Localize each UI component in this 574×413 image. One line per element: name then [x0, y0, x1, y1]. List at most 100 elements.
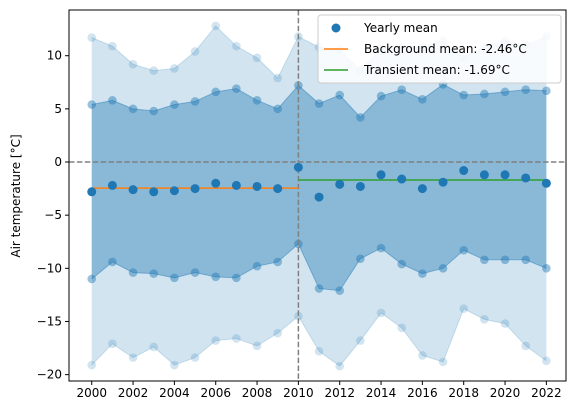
outer-upper-marker	[87, 33, 97, 42]
inner-lower-marker	[170, 273, 179, 283]
inner-upper-marker	[356, 113, 365, 122]
outer-lower-marker	[294, 311, 303, 321]
outer-lower-marker	[314, 346, 324, 356]
y-tick-label: 10	[47, 49, 62, 63]
inner-upper-marker	[108, 96, 117, 105]
inner-lower-marker	[232, 273, 241, 283]
outer-upper-marker	[128, 59, 138, 69]
inner-upper-marker	[376, 91, 386, 101]
inner-upper-marker	[542, 86, 551, 96]
outer-upper-marker	[149, 66, 159, 75]
yearly-mean-point	[376, 170, 386, 180]
inner-upper-marker	[314, 99, 324, 108]
legend-label: Yearly mean	[363, 21, 438, 35]
legend: Yearly mean Background mean: -2.46°C Trans…	[317, 14, 562, 84]
x-tick-label: 2022	[531, 386, 562, 400]
inner-upper-marker	[87, 100, 97, 109]
yearly-mean-point	[273, 184, 283, 194]
yearly-mean-point	[479, 170, 489, 180]
x-tick-label: 2010	[283, 386, 314, 400]
inner-upper-edge-line	[91, 83, 547, 119]
yearly-mean-point	[149, 187, 159, 197]
outer-lower-marker	[252, 341, 262, 351]
inner-upper-marker	[232, 84, 241, 93]
yearly-mean-point	[438, 177, 448, 187]
inner-lower-marker	[542, 264, 551, 273]
outer-upper-marker	[273, 73, 283, 83]
inner-lower-marker	[356, 254, 365, 264]
yearly-mean-point	[190, 184, 200, 194]
inner-lower-marker	[397, 259, 407, 269]
outer-upper-marker	[252, 53, 262, 63]
outer-upper-marker	[232, 41, 241, 51]
x-tick-label: 2018	[448, 386, 479, 400]
outer-lower-marker	[356, 336, 365, 345]
outer-lower-marker	[335, 361, 345, 371]
inner-range-band	[91, 84, 547, 291]
outer-lower-marker	[108, 339, 117, 349]
inner-lower-marker	[314, 284, 324, 293]
yearly-mean-point	[521, 173, 531, 183]
legend-box	[317, 14, 562, 84]
inner-lower-marker	[376, 243, 386, 253]
yearly-mean-point	[293, 162, 303, 172]
yearly-mean-point	[314, 192, 324, 202]
x-tick-label: 2020	[490, 386, 521, 400]
legend-marker	[331, 23, 341, 33]
yearly-mean-point	[169, 186, 179, 196]
x-tick-label: 2008	[242, 386, 273, 400]
outer-lower-marker	[87, 360, 97, 370]
outer-lower-marker	[397, 323, 407, 333]
x-tick-label: 2014	[366, 386, 397, 400]
yearly-mean-point	[231, 180, 241, 190]
inner-upper-marker	[149, 106, 159, 116]
inner-upper-marker	[397, 85, 407, 95]
inner-upper-marker	[128, 104, 138, 114]
inner-upper-marker	[500, 87, 510, 97]
inner-lower-marker	[87, 274, 97, 284]
y-tick-label: −10	[37, 261, 62, 275]
inner-upper-marker	[252, 96, 262, 105]
inner-upper-marker	[335, 90, 345, 100]
x-tick-label: 2016	[407, 386, 438, 400]
inner-upper-marker	[459, 90, 469, 100]
inner-lower-edge-line	[91, 243, 547, 292]
inner-upper-marker	[273, 104, 283, 114]
outer-lower-marker	[190, 353, 200, 362]
x-tick-label: 2006	[200, 386, 231, 400]
inner-upper-marker	[480, 89, 489, 99]
outer-lower-marker	[500, 319, 510, 328]
yearly-mean-point	[107, 180, 117, 190]
y-tick-label: −20	[37, 368, 62, 382]
yearly-mean-point	[252, 181, 262, 191]
outer-lower-marker	[128, 353, 138, 362]
legend-label: Transient mean: -1.69°C	[363, 63, 510, 77]
outer-lower-marker	[273, 328, 283, 338]
plot-area: 2000 2002 2004 2006 2008 2010 2012 2014 2016 2018…	[37, 9, 567, 400]
inner-lower-marker	[459, 245, 469, 255]
inner-upper-marker	[190, 97, 200, 106]
inner-lower-marker	[252, 261, 262, 271]
y-tick-label: −15	[37, 314, 62, 328]
inner-lower-marker	[190, 268, 200, 277]
x-tick-label: 2002	[118, 386, 149, 400]
outer-lower-marker	[418, 351, 427, 360]
inner-lower-marker	[149, 269, 159, 278]
inner-upper-marker	[211, 87, 221, 97]
inner-lower-marker	[438, 264, 448, 273]
y-tick-label: 0	[54, 155, 62, 169]
inner-upper-marker	[418, 94, 427, 104]
inner-lower-marker	[418, 269, 427, 278]
legend-label: Background mean: -2.46°C	[364, 42, 527, 56]
inner-lower-marker	[500, 255, 510, 265]
outer-upper-marker	[108, 41, 117, 51]
yearly-mean-point	[417, 184, 427, 194]
yearly-mean-point	[211, 178, 221, 188]
inner-lower-marker	[335, 286, 345, 295]
inner-lower-marker	[211, 272, 221, 282]
outer-lower-marker	[170, 360, 179, 370]
y-tick-label: −5	[44, 208, 62, 222]
x-tick-label: 2000	[76, 386, 107, 400]
outer-lower-marker	[438, 357, 448, 367]
